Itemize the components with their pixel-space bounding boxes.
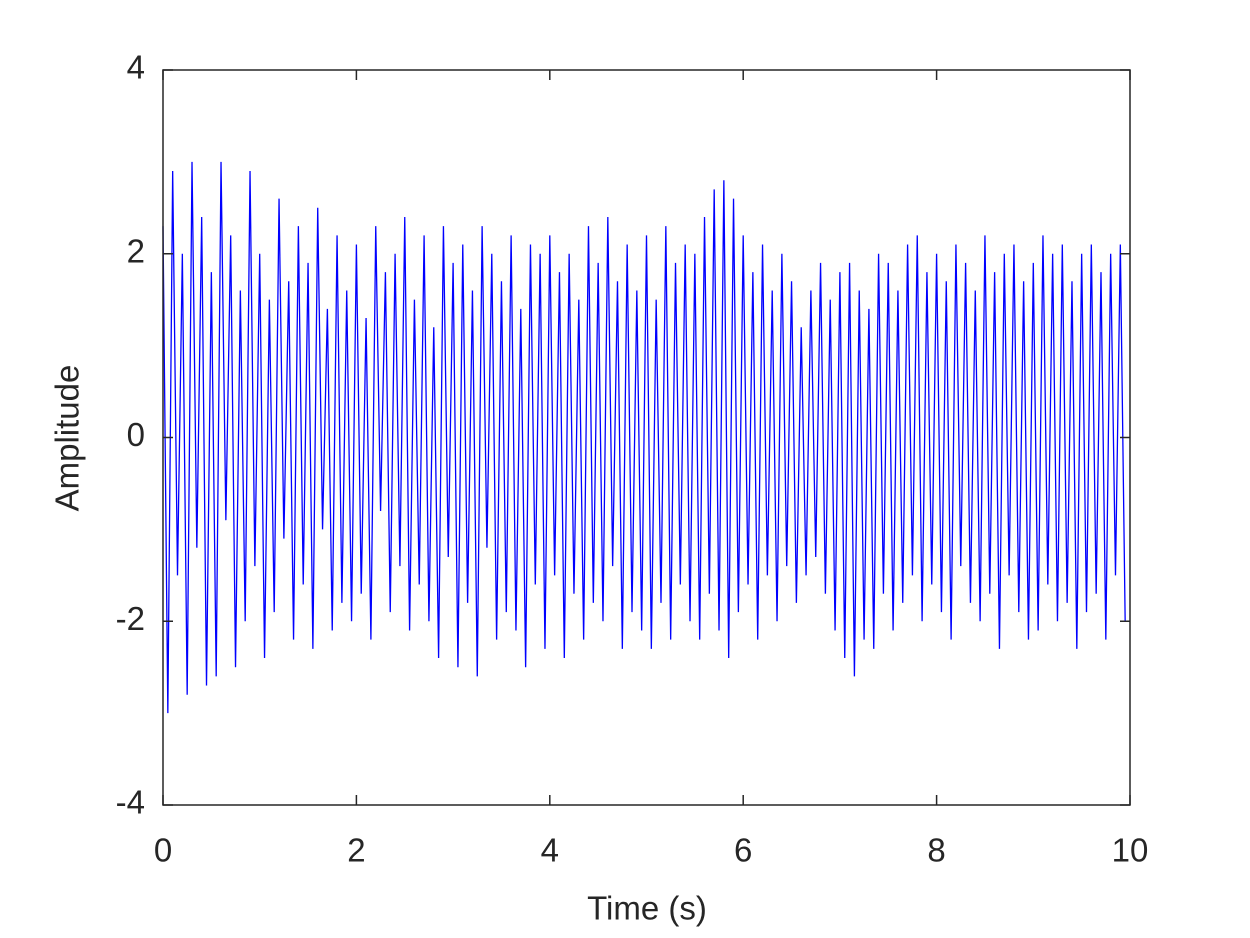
y-tick-label: 2: [127, 232, 145, 269]
signal-line: [162, 161, 1130, 714]
plot-frame: [162, 69, 1131, 806]
x-tick-label: 4: [541, 832, 559, 869]
y-tick-label: -4: [116, 784, 145, 821]
x-tick-label: 6: [734, 832, 752, 869]
y-tick-label: 0: [127, 416, 145, 453]
x-tick-label: 8: [927, 832, 945, 869]
y-axis-label: Amplitude: [49, 365, 86, 512]
x-tick-label: 10: [1112, 832, 1149, 869]
x-tick-label: 2: [347, 832, 365, 869]
x-tick-label: 0: [154, 832, 172, 869]
x-axis-label: Time (s): [587, 890, 707, 927]
y-tick-label: 4: [127, 49, 145, 86]
y-tick-label: -2: [116, 600, 145, 637]
